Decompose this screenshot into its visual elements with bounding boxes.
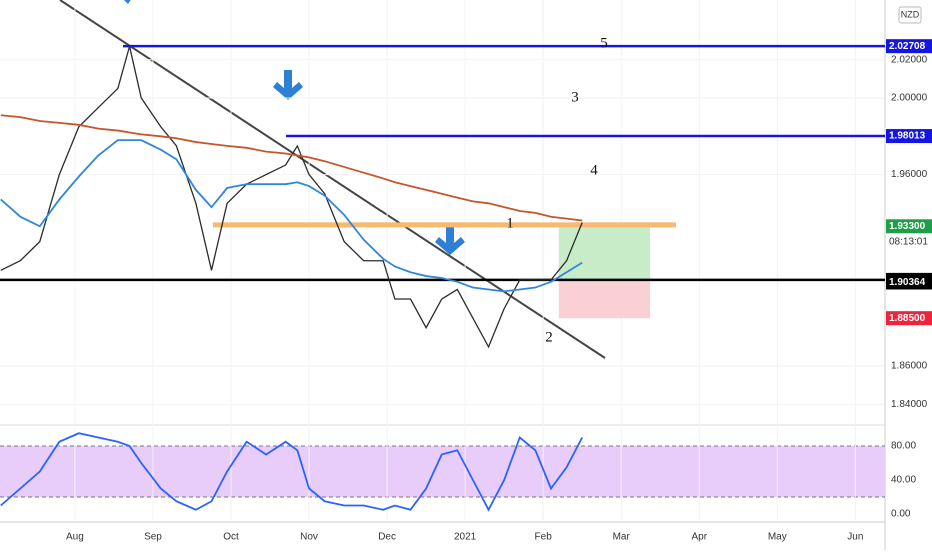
price-line (0, 114, 583, 222)
annotation: 4 (590, 162, 598, 178)
annotation: 2 (545, 329, 553, 345)
profit-zone (558, 226, 651, 280)
x-tick-label: Feb (535, 532, 553, 543)
loss-zone (558, 279, 651, 319)
y-tick-label: 2.00000 (891, 93, 928, 104)
x-tick-label: Oct (223, 532, 239, 543)
x-tick-label: May (768, 532, 787, 543)
arrows (124, 0, 465, 255)
price-line (0, 46, 583, 349)
y-tick-label: 1.86000 (891, 361, 928, 372)
down-arrow (435, 225, 465, 255)
price-label: 1.93300 (889, 221, 926, 232)
price-label-bg (886, 129, 932, 144)
stoch-line (0, 432, 583, 512)
y-tick-label: 1.84000 (891, 399, 928, 410)
stoch-tick-label: 80.00 (891, 441, 916, 452)
currency-box (898, 6, 922, 24)
down-arrow (273, 70, 303, 100)
down-arrow (124, 0, 132, 4)
countdown: 08:13:01 (889, 236, 928, 247)
x-tick-label: Sep (144, 532, 162, 543)
price-label: 1.88500 (889, 313, 926, 324)
y-tick-label: 1.96000 (891, 169, 928, 180)
x-tick-label: Apr (691, 532, 707, 543)
x-tick-label: Jun (847, 532, 863, 543)
x-tick-label: Dec (378, 532, 396, 543)
annotation: 5 (600, 35, 608, 51)
annotation: 3 (571, 89, 579, 105)
y-tick-label: 2.02000 (891, 54, 928, 65)
x-tick-label: Mar (613, 532, 631, 543)
price-label-bg (886, 39, 932, 54)
price-label: 1.90364 (889, 277, 926, 288)
price-label-bg (886, 311, 932, 326)
x-tick-label: Aug (66, 532, 84, 543)
stoch-tick-label: 40.00 (891, 475, 916, 486)
annotation: 1 (506, 215, 514, 231)
price-label: 1.98013 (889, 131, 926, 142)
currency: NZD (901, 9, 920, 19)
x-tick-label: 2021 (454, 532, 477, 543)
price-line (0, 139, 583, 293)
price-label-bg (886, 275, 932, 290)
price-label: 2.02708 (889, 41, 926, 52)
stoch-tick-label: 0.00 (891, 509, 911, 520)
price-label-bg (886, 219, 932, 234)
x-tick-label: Nov (300, 532, 318, 543)
